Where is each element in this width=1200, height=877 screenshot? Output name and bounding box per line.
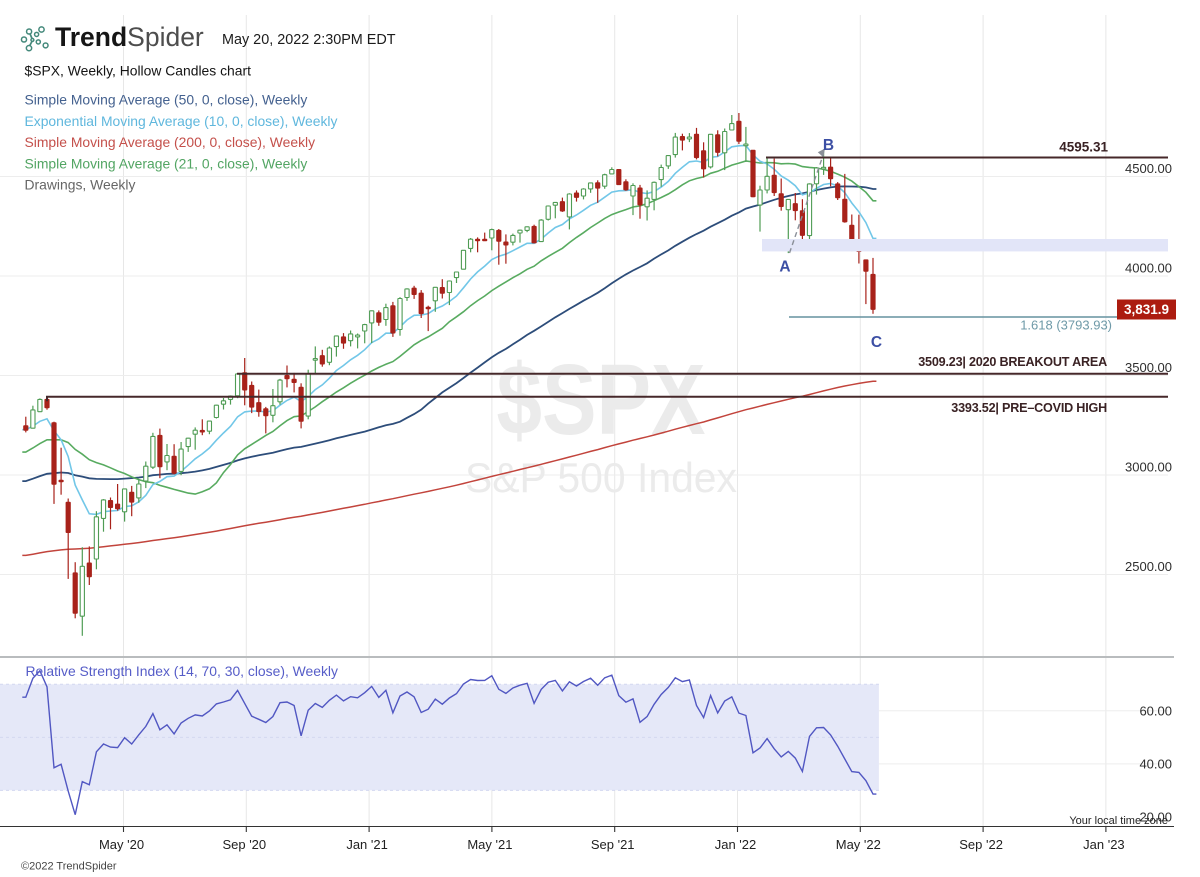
svg-text:May 20, 2022 2:30PM EDT: May 20, 2022 2:30PM EDT — [222, 32, 396, 48]
svg-text:Your local time zone: Your local time zone — [1069, 815, 1168, 827]
svg-text:Relative Strength Index (14, 7: Relative Strength Index (14, 70, 30, clo… — [26, 663, 338, 679]
svg-text:May '21: May '21 — [467, 837, 512, 852]
svg-text:©2022 TrendSpider: ©2022 TrendSpider — [21, 861, 117, 873]
svg-text:3509.23| 2020 BREAKOUT AREA: 3509.23| 2020 BREAKOUT AREA — [918, 355, 1107, 369]
svg-text:Sep '20: Sep '20 — [222, 837, 266, 852]
svg-text:Sep '21: Sep '21 — [591, 837, 635, 852]
svg-text:Simple Moving Average (21, 0,: Simple Moving Average (21, 0, close), We… — [25, 156, 308, 172]
svg-text:60.00: 60.00 — [1139, 704, 1172, 719]
svg-text:Exponential Moving Average (10: Exponential Moving Average (10, 0, close… — [25, 113, 338, 129]
svg-text:C: C — [871, 334, 882, 351]
svg-text:4000.00: 4000.00 — [1125, 261, 1172, 276]
svg-text:4595.31: 4595.31 — [1059, 140, 1108, 155]
svg-text:40.00: 40.00 — [1139, 757, 1172, 772]
svg-text:Sep '22: Sep '22 — [959, 837, 1003, 852]
svg-text:2500.00: 2500.00 — [1125, 559, 1172, 574]
svg-text:$SPX, Weekly, Hollow Candles c: $SPX, Weekly, Hollow Candles chart — [25, 63, 252, 79]
svg-text:3,831.9: 3,831.9 — [1124, 302, 1169, 317]
svg-text:Jan '22: Jan '22 — [715, 837, 757, 852]
svg-text:Simple Moving Average (200, 0,: Simple Moving Average (200, 0, close), W… — [25, 134, 316, 150]
svg-text:B: B — [823, 137, 834, 154]
svg-text:4500.00: 4500.00 — [1125, 161, 1172, 176]
svg-text:$SPX: $SPX — [497, 344, 706, 456]
svg-text:20.00: 20.00 — [1139, 810, 1172, 825]
svg-text:A: A — [779, 259, 790, 276]
svg-text:3000.00: 3000.00 — [1125, 460, 1172, 475]
svg-text:TrendSpider: TrendSpider — [55, 22, 204, 52]
svg-text:Jan '21: Jan '21 — [346, 837, 388, 852]
svg-text:S&P 500 Index: S&P 500 Index — [465, 454, 737, 501]
svg-text:Drawings, Weekly: Drawings, Weekly — [25, 177, 136, 193]
svg-text:Jan '23: Jan '23 — [1083, 837, 1125, 852]
svg-text:3500.00: 3500.00 — [1125, 360, 1172, 375]
svg-text:3393.52| PRE–COVID HIGH: 3393.52| PRE–COVID HIGH — [951, 401, 1107, 415]
svg-text:May '20: May '20 — [99, 837, 144, 852]
svg-text:1.618 (3793.93): 1.618 (3793.93) — [1020, 318, 1112, 333]
svg-text:May '22: May '22 — [836, 837, 881, 852]
svg-text:Simple Moving Average (50, 0,: Simple Moving Average (50, 0, close), We… — [25, 92, 308, 108]
